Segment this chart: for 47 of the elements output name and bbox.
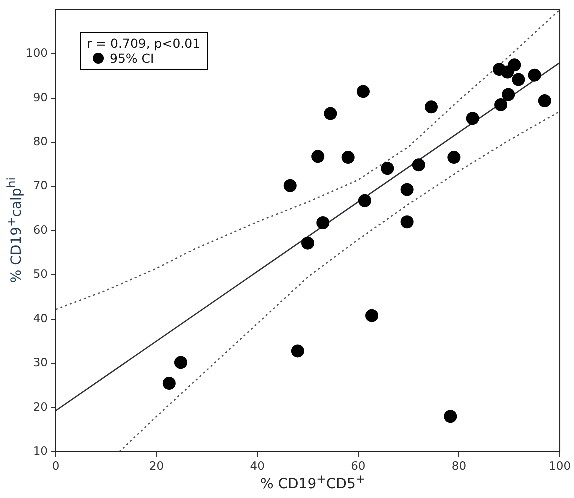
line-series <box>56 10 560 310</box>
point <box>312 150 325 164</box>
point <box>302 236 315 250</box>
y-tick-label: 10 <box>33 444 48 458</box>
point <box>324 107 338 120</box>
point <box>508 58 522 72</box>
point <box>466 112 480 126</box>
point <box>400 183 414 196</box>
point <box>444 410 458 424</box>
point <box>400 216 414 229</box>
y-tick-label: 90 <box>33 90 48 104</box>
x-tick-label: 40 <box>250 458 265 473</box>
point <box>502 88 516 102</box>
point <box>425 100 438 114</box>
y-tick-label: 40 <box>33 311 48 326</box>
x-tick-label: 80 <box>452 458 467 473</box>
x-tick-label: 20 <box>149 458 164 473</box>
point <box>412 158 426 172</box>
y-tick-label: 80 <box>33 134 48 149</box>
point <box>528 68 542 82</box>
point <box>356 85 370 98</box>
point <box>512 73 526 86</box>
x-tick-label: 100 <box>549 458 571 473</box>
x-tick-label: 60 <box>351 458 366 473</box>
point <box>342 151 355 164</box>
x-tick-label: 0 <box>52 458 60 473</box>
legend-title: r = 0.709, p<0.01 <box>87 36 201 51</box>
y-tick-label: 70 <box>33 178 48 193</box>
point <box>291 344 304 358</box>
y-tick-label: 30 <box>33 356 48 370</box>
x-axis-title: % CD19$^{+}$CD5$^{+}$ <box>260 472 366 493</box>
point <box>284 179 297 192</box>
point <box>316 216 330 230</box>
y-tick-label: 100 <box>26 46 48 60</box>
y-tick-label: 20 <box>33 400 48 414</box>
point <box>538 94 552 108</box>
point <box>448 151 461 164</box>
line-series <box>118 110 560 452</box>
point <box>174 356 188 370</box>
point <box>162 376 176 390</box>
point <box>381 162 394 176</box>
point <box>358 194 372 208</box>
y-tick-label: 50 <box>33 267 48 282</box>
point <box>494 98 508 112</box>
point <box>366 309 379 322</box>
legend-label: 95% CI <box>110 51 154 66</box>
y-tick-label: 60 <box>33 222 48 237</box>
